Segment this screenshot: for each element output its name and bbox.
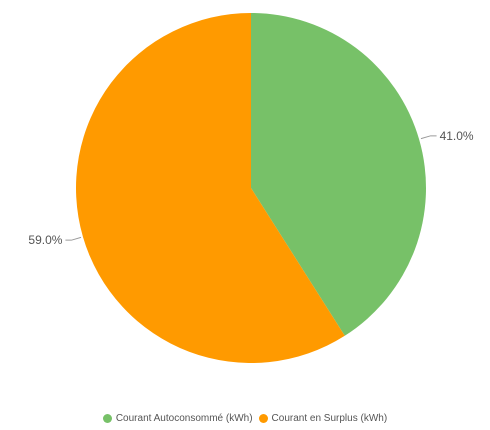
data-label-surplus: 59.0% [28, 233, 62, 247]
pie-slices [75, 13, 426, 364]
legend-label-autoconsomme: Courant Autoconsommé (kWh) [115, 413, 253, 424]
legend-swatch-surplus [258, 414, 268, 423]
pie-slice-autoconsomme[interactable] [251, 13, 426, 336]
leader-line-surplus [65, 236, 82, 241]
legend-item-surplus[interactable]: Courant en Surplus (kWh) [258, 413, 388, 424]
pie-slice-surplus[interactable] [75, 13, 345, 364]
data-label-autoconsomme: 41.0% [440, 129, 474, 143]
leader-line-autoconsomme [420, 135, 437, 140]
leader-lines [65, 135, 437, 241]
legend-label-surplus: Courant en Surplus (kWh) [271, 413, 388, 424]
legend-item-autoconsomme[interactable]: Courant Autoconsommé (kWh) [102, 413, 253, 424]
legend: Courant Autoconsommé (kWh) Courant en Su… [0, 413, 490, 424]
data-labels: 41.0% 59.0% [28, 129, 474, 247]
legend-swatch-autoconsomme [102, 414, 112, 423]
